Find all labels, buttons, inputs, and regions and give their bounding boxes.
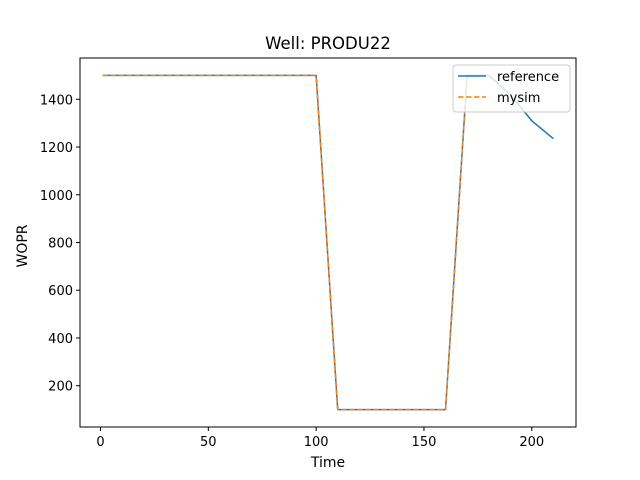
legend-label: mysim xyxy=(497,91,540,106)
y-tick-label: 200 xyxy=(48,380,73,395)
series-line-mysim xyxy=(102,74,468,411)
legend: reference mysim xyxy=(452,64,571,113)
x-tick-label: 200 xyxy=(519,435,544,450)
y-axis-label: WOPR xyxy=(15,224,31,267)
y-tick-label: 1400 xyxy=(40,93,73,108)
y-tick-label: 400 xyxy=(48,332,73,347)
legend-label: reference xyxy=(497,70,559,85)
x-axis: 0 50 100 150 200 xyxy=(96,427,544,450)
x-axis-label: Time xyxy=(310,455,345,471)
x-tick-label: 0 xyxy=(96,435,104,450)
y-tick-label: 600 xyxy=(48,284,73,299)
plot-frame xyxy=(79,57,577,428)
x-tick-label: 150 xyxy=(412,435,437,450)
x-tick-label: 100 xyxy=(304,435,329,450)
x-tick-label: 50 xyxy=(200,435,217,450)
y-axis: 200 400 600 800 1000 1200 1400 xyxy=(40,93,80,395)
y-tick-label: 1000 xyxy=(40,189,73,204)
chart-title: Well: PRODU22 xyxy=(265,34,391,53)
y-tick-label: 800 xyxy=(48,237,73,252)
y-tick-label: 1200 xyxy=(40,141,73,156)
